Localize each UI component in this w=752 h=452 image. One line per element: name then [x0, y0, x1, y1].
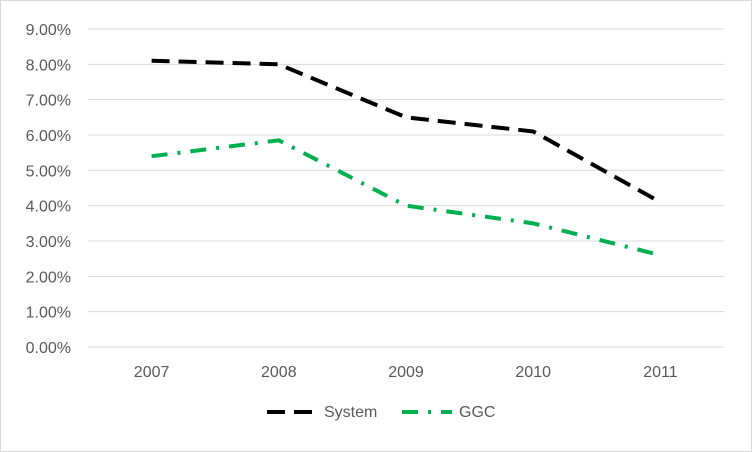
series-line-system	[151, 58, 662, 204]
x-tick-label: 2010	[515, 364, 551, 381]
x-tick-label: 2009	[388, 364, 424, 381]
y-tick-label: 2.00%	[26, 269, 71, 286]
y-tick-label: 1.00%	[26, 305, 71, 322]
x-axis-tick-labels: 2007 2008 2009 2010 2011	[134, 364, 678, 381]
y-tick-label: 4.00%	[26, 199, 71, 216]
y-axis-tick-labels: 0.00% 1.00% 2.00% 3.00% 4.00% 5.00% 6.00% 7.00%…	[26, 22, 71, 357]
y-tick-label: 0.00%	[26, 340, 71, 357]
legend-label-system: System	[324, 404, 377, 421]
x-tick-label: 2008	[261, 364, 297, 381]
y-tick-label: 6.00%	[26, 128, 71, 145]
x-tick-label: 2011	[643, 364, 678, 381]
y-tick-label: 8.00%	[26, 57, 71, 74]
x-tick-label: 2007	[134, 364, 170, 381]
y-tick-label: 7.00%	[26, 93, 71, 110]
gridlines	[88, 28, 724, 348]
legend-label-ggc: GGC	[459, 404, 495, 421]
series-line-ggc	[151, 138, 661, 258]
y-tick-label: 5.00%	[26, 163, 71, 180]
y-tick-label: 9.00%	[26, 22, 71, 39]
series-lines	[151, 58, 662, 258]
y-tick-label: 3.00%	[26, 234, 71, 251]
legend: System GGC	[267, 404, 495, 421]
